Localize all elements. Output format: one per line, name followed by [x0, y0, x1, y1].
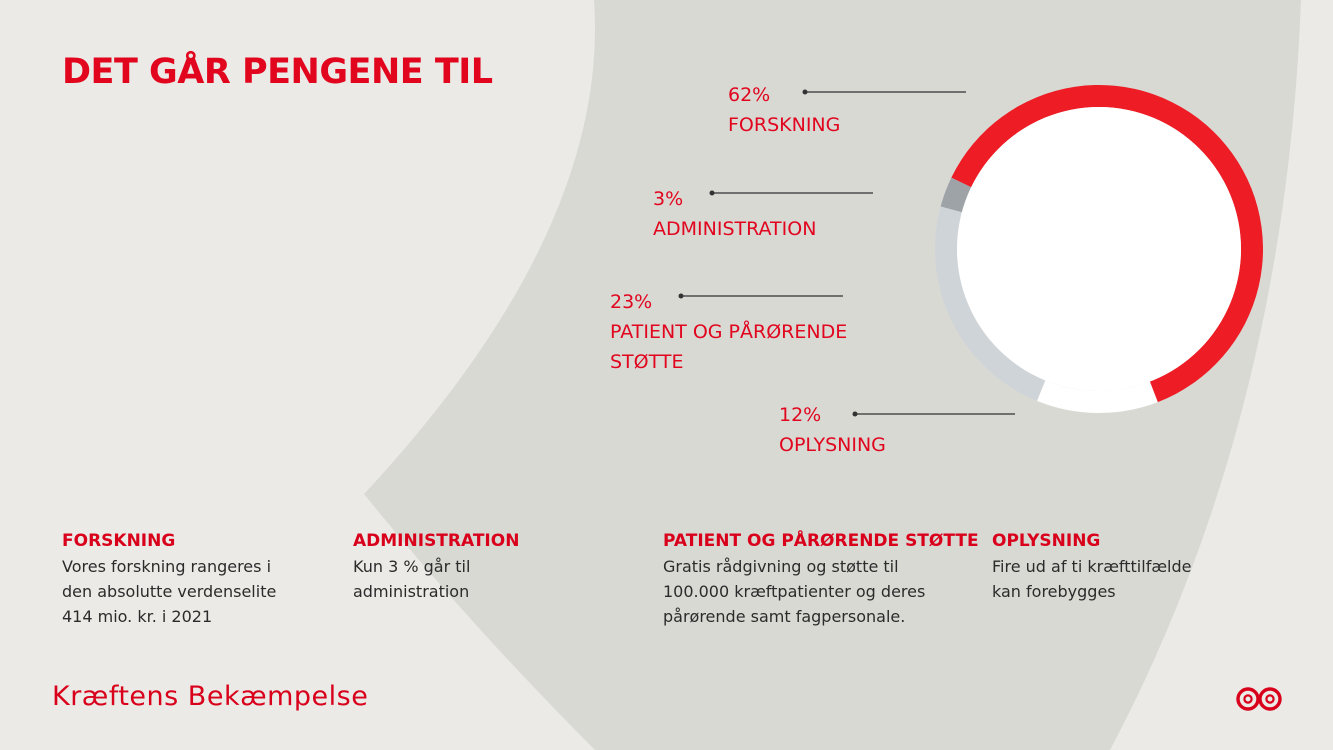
callout-percent: 23% — [610, 291, 653, 313]
info-administration: ADMINISTRATION Kun 3 % går til administr… — [353, 531, 519, 604]
callout-label: FORSKNING — [728, 114, 841, 136]
leader-dot-forskning — [802, 89, 808, 95]
leader-dot-administration — [709, 190, 715, 196]
info-oplysning: OPLYSNING Fire ud af ti kræfttilfælde ka… — [992, 531, 1191, 604]
donut-slice-oplysning — [1037, 380, 1158, 413]
callout-forskning: 62% FORSKNING — [728, 80, 840, 140]
info-text: den absolutte verdenselite — [62, 582, 277, 601]
info-text: Gratis rådgivning og støtte til — [663, 557, 899, 576]
info-text: administration — [353, 582, 470, 601]
info-text: pårørende samt fagpersonale. — [663, 607, 906, 626]
callout-patient: 23% PATIENT OG PÅRØRENDE STØTTE — [610, 287, 847, 377]
callout-percent: 3% — [653, 188, 684, 210]
callout-percent: 62% — [728, 84, 771, 106]
info-text: Kun 3 % går til — [353, 557, 471, 576]
donut-slice-administration — [940, 177, 972, 213]
callout-label: ADMINISTRATION — [653, 218, 817, 240]
page-title: DET GÅR PENGENE TIL — [62, 52, 493, 92]
info-heading: FORSKNING — [62, 531, 176, 551]
infinity-logo-icon — [1236, 687, 1282, 711]
leader-dot-patient — [678, 293, 684, 299]
info-text: 100.000 kræftpatienter og deres — [663, 582, 926, 601]
callout-oplysning: 12% OPLYSNING — [779, 400, 886, 460]
callout-label: OPLYSNING — [779, 434, 886, 456]
info-text: kan forebygges — [992, 582, 1116, 601]
info-patient: PATIENT OG PÅRØRENDE STØTTE Gratis rådgi… — [663, 531, 979, 629]
callout-label: PATIENT OG PÅRØRENDE — [610, 321, 848, 343]
donut-slices — [934, 84, 1263, 413]
donut-slice-patient — [934, 206, 1046, 401]
callout-administration: 3% ADMINISTRATION — [653, 184, 816, 244]
leader-dot-oplysning — [852, 411, 858, 417]
brand-wordmark: Kræftens Bekæmpelse — [52, 681, 369, 712]
callout-percent: 12% — [779, 404, 822, 426]
info-text: Vores forskning rangeres i — [62, 557, 272, 576]
info-text: Fire ud af ti kræfttilfælde — [992, 557, 1192, 576]
info-text: 414 mio. kr. i 2021 — [62, 607, 213, 626]
callout-label: STØTTE — [610, 351, 684, 373]
donut-hole — [957, 107, 1241, 391]
info-heading: ADMINISTRATION — [353, 531, 520, 551]
info-heading: OPLYSNING — [992, 531, 1101, 551]
leader-lines — [678, 89, 1015, 417]
info-heading: PATIENT OG PÅRØRENDE STØTTE — [663, 531, 979, 551]
info-forskning: FORSKNING Vores forskning rangeres i den… — [62, 531, 276, 629]
